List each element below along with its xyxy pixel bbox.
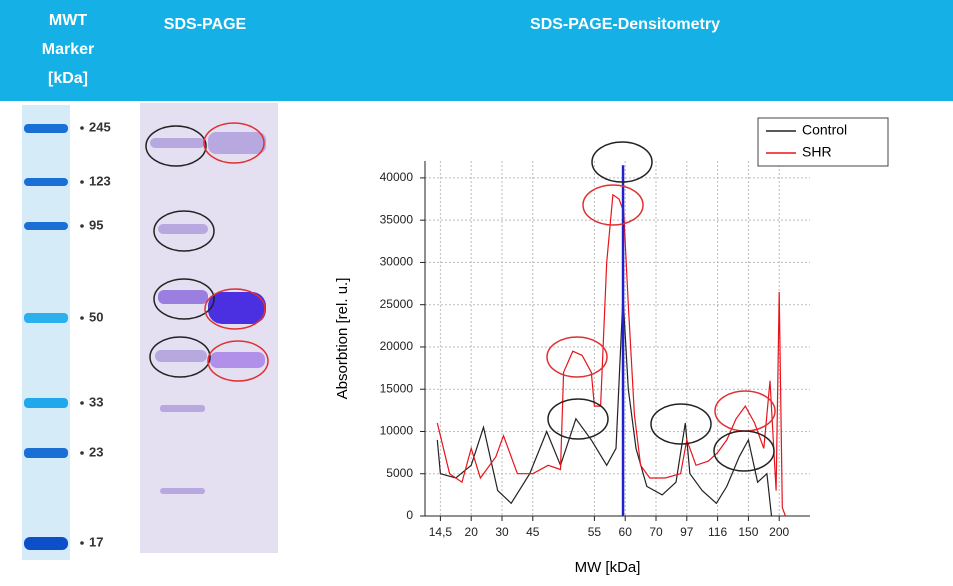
marker-label: 95 [89, 217, 103, 232]
band [155, 350, 207, 362]
figure-canvas: MWT Marker [kDa] SDS-PAGE SDS-PAGE-Densi… [0, 0, 953, 581]
x-axis-label: MW [kDa] [575, 559, 641, 576]
annotation [548, 399, 608, 439]
x-tick-label: 150 [738, 525, 758, 539]
y-tick-label: 10000 [380, 424, 414, 438]
band [24, 448, 68, 458]
y-tick-label: 5000 [386, 466, 413, 480]
y-tick-label: 35000 [380, 212, 414, 226]
marker-dot [80, 224, 84, 228]
marker-label: 17 [89, 534, 103, 549]
annotation [547, 337, 607, 377]
y-axis-label: Absorbtion [rel. u.] [334, 278, 351, 400]
x-tick-label: 55 [588, 525, 602, 539]
marker-dot [80, 180, 84, 184]
y-tick-label: 25000 [380, 297, 414, 311]
annotation [583, 185, 643, 225]
band [210, 352, 265, 368]
gel [140, 103, 278, 553]
x-tick-label: 200 [769, 525, 789, 539]
chart-annotations [547, 142, 775, 471]
marker-lane [22, 105, 70, 560]
marker-label: 50 [89, 309, 103, 324]
marker-dot [80, 401, 84, 405]
header-label: [kDa] [48, 70, 88, 87]
x-tick-label: 20 [465, 525, 479, 539]
band [24, 398, 68, 408]
annotation [651, 404, 711, 444]
header-bar [0, 0, 953, 101]
marker-label: 23 [89, 444, 103, 459]
x-tick-label: 14,5 [429, 525, 453, 539]
marker-dot [80, 541, 84, 545]
y-tick-label: 15000 [380, 381, 414, 395]
legend-label: Control [802, 122, 847, 138]
x-tick-label: 45 [526, 525, 540, 539]
series-line [437, 195, 785, 516]
band [150, 138, 205, 148]
band [24, 313, 68, 323]
band [208, 292, 266, 324]
figure: MWT Marker [kDa] SDS-PAGE SDS-PAGE-Densi… [0, 0, 953, 581]
band [158, 224, 208, 234]
y-tick-label: 30000 [380, 255, 414, 269]
y-tick-label: 0 [406, 508, 413, 522]
band [24, 124, 68, 133]
annotation [714, 431, 774, 471]
x-tick-label: 60 [619, 525, 633, 539]
marker-dot [80, 126, 84, 130]
legend-label: SHR [802, 144, 832, 160]
header-label: MWT [49, 12, 87, 29]
y-tick-label: 20000 [380, 339, 414, 353]
marker-dot [80, 316, 84, 320]
marker-dot [80, 451, 84, 455]
annotation [715, 391, 775, 431]
marker-label: 123 [89, 173, 111, 188]
band [160, 405, 205, 412]
header-label: SDS-PAGE [164, 16, 247, 33]
x-tick-label: 30 [495, 525, 509, 539]
band [158, 290, 208, 304]
x-tick-label: 116 [708, 525, 727, 539]
band [24, 178, 68, 186]
band [24, 537, 68, 550]
x-tick-label: 70 [649, 525, 663, 539]
marker-label: 33 [89, 394, 103, 409]
header-label: Marker [42, 41, 94, 58]
x-tick-label: 97 [680, 525, 694, 539]
header-label: SDS-PAGE-Densitometry [530, 16, 720, 33]
band [24, 222, 68, 230]
band [208, 132, 266, 154]
band [160, 488, 205, 494]
y-tick-label: 40000 [380, 170, 414, 184]
marker-label: 245 [89, 119, 111, 134]
